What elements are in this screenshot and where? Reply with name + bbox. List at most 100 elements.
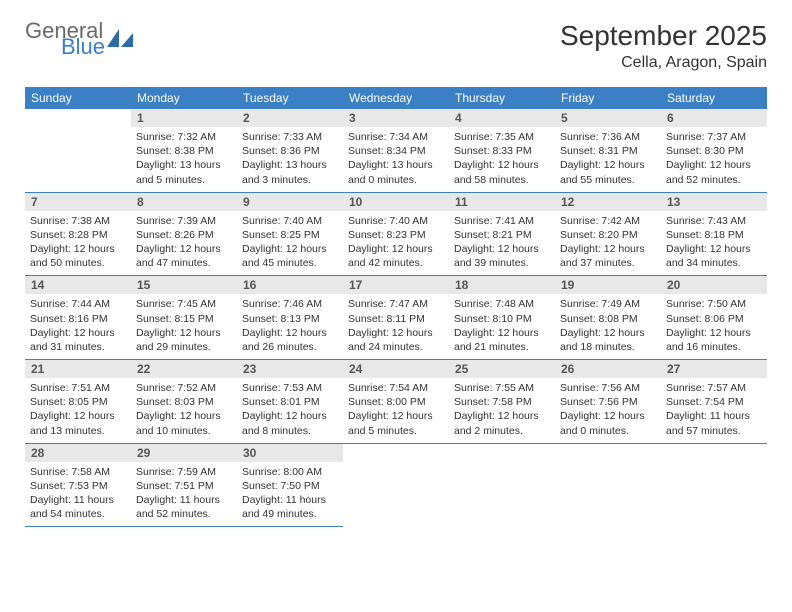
- day-number: 1: [131, 109, 237, 127]
- calendar-cell: 6Sunrise: 7:37 AMSunset: 8:30 PMDaylight…: [661, 109, 767, 192]
- location: Cella, Aragon, Spain: [560, 54, 767, 72]
- calendar-cell: 8Sunrise: 7:39 AMSunset: 8:26 PMDaylight…: [131, 192, 237, 276]
- day-data: Sunrise: 7:34 AMSunset: 8:34 PMDaylight:…: [343, 127, 449, 192]
- day-number: 4: [449, 109, 555, 127]
- day-number: 15: [131, 276, 237, 294]
- calendar-cell: 16Sunrise: 7:46 AMSunset: 8:13 PMDayligh…: [237, 276, 343, 360]
- day-number: 16: [237, 276, 343, 294]
- calendar-cell: 5Sunrise: 7:36 AMSunset: 8:31 PMDaylight…: [555, 109, 661, 192]
- calendar-cell: 17Sunrise: 7:47 AMSunset: 8:11 PMDayligh…: [343, 276, 449, 360]
- calendar-cell: 18Sunrise: 7:48 AMSunset: 8:10 PMDayligh…: [449, 276, 555, 360]
- day-number: 17: [343, 276, 449, 294]
- calendar-cell: [343, 443, 449, 527]
- day-data: Sunrise: 7:41 AMSunset: 8:21 PMDaylight:…: [449, 211, 555, 276]
- calendar-cell: 12Sunrise: 7:42 AMSunset: 8:20 PMDayligh…: [555, 192, 661, 276]
- day-number: 21: [25, 360, 131, 378]
- logo-text-blue: Blue: [61, 36, 105, 58]
- calendar-cell: 4Sunrise: 7:35 AMSunset: 8:33 PMDaylight…: [449, 109, 555, 192]
- day-data: Sunrise: 7:54 AMSunset: 8:00 PMDaylight:…: [343, 378, 449, 443]
- calendar-cell: 28Sunrise: 7:58 AMSunset: 7:53 PMDayligh…: [25, 443, 131, 527]
- calendar-table: SundayMondayTuesdayWednesdayThursdayFrid…: [25, 87, 767, 527]
- day-number: 29: [131, 444, 237, 462]
- logo: General Blue: [25, 20, 133, 58]
- day-data: Sunrise: 7:38 AMSunset: 8:28 PMDaylight:…: [25, 211, 131, 276]
- day-data: Sunrise: 7:53 AMSunset: 8:01 PMDaylight:…: [237, 378, 343, 443]
- day-data: Sunrise: 7:47 AMSunset: 8:11 PMDaylight:…: [343, 294, 449, 359]
- day-number: 13: [661, 193, 767, 211]
- calendar-cell: 19Sunrise: 7:49 AMSunset: 8:08 PMDayligh…: [555, 276, 661, 360]
- day-number: 14: [25, 276, 131, 294]
- weekday-header: Saturday: [661, 87, 767, 109]
- day-number: 8: [131, 193, 237, 211]
- calendar-cell: [449, 443, 555, 527]
- weekday-header: Monday: [131, 87, 237, 109]
- day-data: Sunrise: 7:56 AMSunset: 7:56 PMDaylight:…: [555, 378, 661, 443]
- day-number: 23: [237, 360, 343, 378]
- calendar-cell: 3Sunrise: 7:34 AMSunset: 8:34 PMDaylight…: [343, 109, 449, 192]
- day-data: Sunrise: 7:44 AMSunset: 8:16 PMDaylight:…: [25, 294, 131, 359]
- calendar-cell: [555, 443, 661, 527]
- day-data: Sunrise: 7:40 AMSunset: 8:23 PMDaylight:…: [343, 211, 449, 276]
- day-data: Sunrise: 7:59 AMSunset: 7:51 PMDaylight:…: [131, 462, 237, 527]
- weekday-header: Thursday: [449, 87, 555, 109]
- weekday-header: Wednesday: [343, 87, 449, 109]
- day-data: Sunrise: 7:58 AMSunset: 7:53 PMDaylight:…: [25, 462, 131, 527]
- day-number: 6: [661, 109, 767, 127]
- day-number: 10: [343, 193, 449, 211]
- day-data: Sunrise: 7:42 AMSunset: 8:20 PMDaylight:…: [555, 211, 661, 276]
- title-block: September 2025 Cella, Aragon, Spain: [560, 20, 767, 72]
- day-number: 19: [555, 276, 661, 294]
- day-data: Sunrise: 7:46 AMSunset: 8:13 PMDaylight:…: [237, 294, 343, 359]
- calendar-header-row: SundayMondayTuesdayWednesdayThursdayFrid…: [25, 87, 767, 109]
- day-number: 28: [25, 444, 131, 462]
- day-number: 20: [661, 276, 767, 294]
- day-number: 25: [449, 360, 555, 378]
- day-data: Sunrise: 7:55 AMSunset: 7:58 PMDaylight:…: [449, 378, 555, 443]
- weekday-header: Tuesday: [237, 87, 343, 109]
- day-data: Sunrise: 7:36 AMSunset: 8:31 PMDaylight:…: [555, 127, 661, 192]
- calendar-cell: 23Sunrise: 7:53 AMSunset: 8:01 PMDayligh…: [237, 360, 343, 444]
- header: General Blue September 2025 Cella, Arago…: [25, 20, 767, 72]
- calendar-cell: 20Sunrise: 7:50 AMSunset: 8:06 PMDayligh…: [661, 276, 767, 360]
- day-data: Sunrise: 7:45 AMSunset: 8:15 PMDaylight:…: [131, 294, 237, 359]
- calendar-cell: 15Sunrise: 7:45 AMSunset: 8:15 PMDayligh…: [131, 276, 237, 360]
- calendar-cell: 26Sunrise: 7:56 AMSunset: 7:56 PMDayligh…: [555, 360, 661, 444]
- day-data: Sunrise: 7:43 AMSunset: 8:18 PMDaylight:…: [661, 211, 767, 276]
- calendar-cell: 13Sunrise: 7:43 AMSunset: 8:18 PMDayligh…: [661, 192, 767, 276]
- day-number: 9: [237, 193, 343, 211]
- day-data: Sunrise: 7:57 AMSunset: 7:54 PMDaylight:…: [661, 378, 767, 443]
- sail-icon: [107, 29, 133, 49]
- calendar-cell: 30Sunrise: 8:00 AMSunset: 7:50 PMDayligh…: [237, 443, 343, 527]
- weekday-header: Friday: [555, 87, 661, 109]
- calendar-cell: 9Sunrise: 7:40 AMSunset: 8:25 PMDaylight…: [237, 192, 343, 276]
- calendar-cell: 2Sunrise: 7:33 AMSunset: 8:36 PMDaylight…: [237, 109, 343, 192]
- day-data: Sunrise: 7:52 AMSunset: 8:03 PMDaylight:…: [131, 378, 237, 443]
- calendar-cell: 21Sunrise: 7:51 AMSunset: 8:05 PMDayligh…: [25, 360, 131, 444]
- day-number: 12: [555, 193, 661, 211]
- calendar-cell: 25Sunrise: 7:55 AMSunset: 7:58 PMDayligh…: [449, 360, 555, 444]
- weekday-header: Sunday: [25, 87, 131, 109]
- day-data: Sunrise: 7:37 AMSunset: 8:30 PMDaylight:…: [661, 127, 767, 192]
- day-data: Sunrise: 7:33 AMSunset: 8:36 PMDaylight:…: [237, 127, 343, 192]
- day-data: Sunrise: 7:39 AMSunset: 8:26 PMDaylight:…: [131, 211, 237, 276]
- day-number: 11: [449, 193, 555, 211]
- day-data: Sunrise: 7:35 AMSunset: 8:33 PMDaylight:…: [449, 127, 555, 192]
- day-data: Sunrise: 7:40 AMSunset: 8:25 PMDaylight:…: [237, 211, 343, 276]
- calendar-cell: 10Sunrise: 7:40 AMSunset: 8:23 PMDayligh…: [343, 192, 449, 276]
- day-number: 3: [343, 109, 449, 127]
- day-number: 27: [661, 360, 767, 378]
- day-number: 24: [343, 360, 449, 378]
- calendar-cell: 22Sunrise: 7:52 AMSunset: 8:03 PMDayligh…: [131, 360, 237, 444]
- day-number: 30: [237, 444, 343, 462]
- day-data: Sunrise: 7:49 AMSunset: 8:08 PMDaylight:…: [555, 294, 661, 359]
- day-number: 5: [555, 109, 661, 127]
- day-number: 22: [131, 360, 237, 378]
- calendar-cell: 27Sunrise: 7:57 AMSunset: 7:54 PMDayligh…: [661, 360, 767, 444]
- calendar-cell: [661, 443, 767, 527]
- day-number: 18: [449, 276, 555, 294]
- day-data: Sunrise: 7:32 AMSunset: 8:38 PMDaylight:…: [131, 127, 237, 192]
- day-number: 7: [25, 193, 131, 211]
- day-data: Sunrise: 8:00 AMSunset: 7:50 PMDaylight:…: [237, 462, 343, 527]
- calendar-cell: 24Sunrise: 7:54 AMSunset: 8:00 PMDayligh…: [343, 360, 449, 444]
- day-number: 26: [555, 360, 661, 378]
